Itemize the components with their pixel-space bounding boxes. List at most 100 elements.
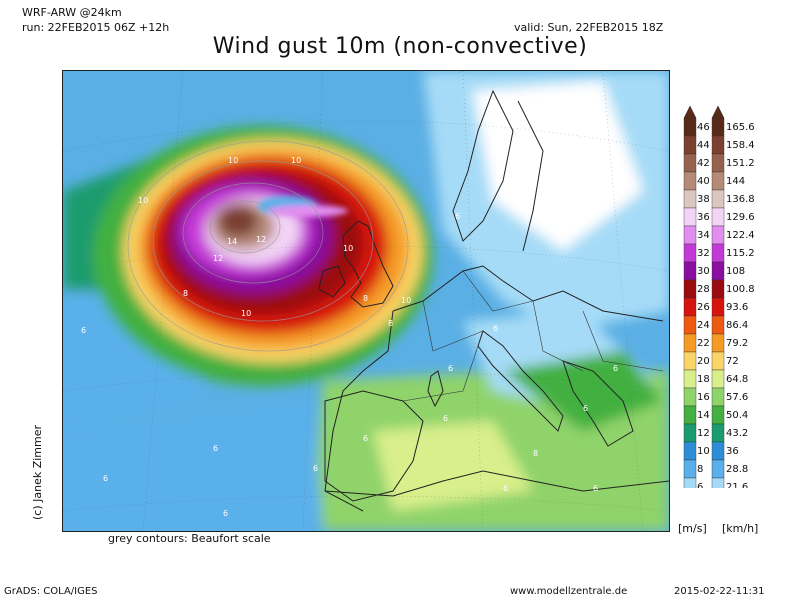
beaufort-label: 6 xyxy=(583,404,588,413)
legend-label-kmh: 115.2 xyxy=(726,248,755,259)
legend-swatch xyxy=(683,225,697,245)
legend-label-ms: 18 xyxy=(697,374,710,385)
legend-label-ms: 32 xyxy=(697,248,710,259)
beaufort-label: 6 xyxy=(573,124,578,133)
legend-swatch xyxy=(683,243,697,263)
legend-label-ms: 46 xyxy=(697,122,710,133)
legend-label-kmh: 122.4 xyxy=(726,230,755,241)
legend-label-kmh: 108 xyxy=(726,266,745,277)
legend-label-kmh: 136.8 xyxy=(726,194,755,205)
legend-label-kmh: 93.6 xyxy=(726,302,748,313)
legend-label-ms: 30 xyxy=(697,266,710,277)
legend-swatch xyxy=(711,387,725,407)
beaufort-label: 12 xyxy=(256,235,266,244)
wind-gust-map: 12 14 12 10 10 10 10 8 6 8 6 6 10 10 8 6… xyxy=(62,70,670,532)
legend-label-ms: 28 xyxy=(697,284,710,295)
graticule xyxy=(63,71,669,531)
legend-label-ms: 10 xyxy=(697,446,710,457)
legend-label-kmh: 100.8 xyxy=(726,284,755,295)
legend-swatch xyxy=(683,315,697,335)
legend-label-ms: 26 xyxy=(697,302,710,313)
beaufort-label: 6 xyxy=(503,484,508,493)
beaufort-label: 8 xyxy=(523,139,528,148)
legend-swatch xyxy=(683,207,697,227)
legend-swatch xyxy=(683,441,697,461)
legend-label-kmh: 28.8 xyxy=(726,464,748,475)
beaufort-label: 8 xyxy=(183,289,188,298)
website-link[interactable]: www.modellzentrale.de xyxy=(510,586,628,597)
run-label: run: 22FEB2015 06Z +12h xyxy=(22,21,170,34)
map-title: Wind gust 10m (non-convective) xyxy=(212,34,588,59)
beaufort-label: 6 xyxy=(103,474,108,483)
legend-label-ms: 14 xyxy=(697,410,710,421)
contour-note: grey contours: Beaufort scale xyxy=(108,532,271,545)
valid-label: valid: Sun, 22FEB2015 18Z xyxy=(514,21,664,34)
map-canvas: 12 14 12 10 10 10 10 8 6 8 6 6 10 10 8 6… xyxy=(63,71,669,531)
legend-label-kmh: 144 xyxy=(726,176,745,187)
legend-swatch xyxy=(683,387,697,407)
legend-swatch xyxy=(711,441,725,461)
beaufort-label: 6 xyxy=(455,212,460,221)
legend-label-kmh: 165.6 xyxy=(726,122,755,133)
beaufort-label: 10 xyxy=(401,296,411,305)
coastlines xyxy=(318,89,669,512)
legend-label-ms: 6 xyxy=(697,482,703,488)
beaufort-label: 6 xyxy=(213,444,218,453)
legend-swatch xyxy=(711,423,725,443)
legend-label-ms: 40 xyxy=(697,176,710,187)
legend-swatch xyxy=(711,477,725,497)
legend-swatch xyxy=(711,153,725,173)
beaufort-label: 10 xyxy=(241,309,251,318)
beaufort-label-group: 12 14 12 10 10 10 10 8 6 8 6 6 10 10 8 6… xyxy=(81,119,618,518)
legend-swatch xyxy=(683,117,697,137)
legend-arrow-top xyxy=(711,105,725,119)
legend-label-kmh: 50.4 xyxy=(726,410,748,421)
legend-label-kmh: 36 xyxy=(726,446,739,457)
beaufort-label: 6 xyxy=(523,119,528,128)
legend-swatch xyxy=(683,333,697,353)
legend-label-ms: 42 xyxy=(697,158,710,169)
beaufort-label: 6 xyxy=(613,364,618,373)
legend-swatch xyxy=(683,369,697,389)
legend-swatch xyxy=(683,279,697,299)
beaufort-label: 8 xyxy=(363,294,368,303)
model-label: WRF-ARW @24km xyxy=(22,6,122,19)
legend-swatch xyxy=(683,405,697,425)
beaufort-contours xyxy=(127,140,409,352)
beaufort-label: 6 xyxy=(443,414,448,423)
legend-label-kmh: 43.2 xyxy=(726,428,748,439)
legend-label-kmh: 129.6 xyxy=(726,212,755,223)
legend-swatch xyxy=(683,423,697,443)
legend-scale: 46 165.6 44 158.4 42 151.2 40 144 38 136.8 36 129.6… xyxy=(683,105,755,507)
color-legend: 46 165.6 44 158.4 42 151.2 40 144 38 136.8 36 129.6… xyxy=(682,105,772,507)
author-credit: (c) Janek Zimmer xyxy=(31,424,44,520)
legend-swatch xyxy=(683,297,697,317)
beaufort-label: 10 xyxy=(138,196,148,205)
legend-label-kmh: 57.6 xyxy=(726,392,748,403)
legend-swatch xyxy=(711,135,725,155)
legend-swatch xyxy=(711,171,725,191)
legend-swatch xyxy=(711,117,725,137)
legend-swatch xyxy=(683,171,697,191)
beaufort-label: 14 xyxy=(227,237,237,246)
legend-label-kmh: 64.8 xyxy=(726,374,748,385)
country-borders xyxy=(402,270,664,402)
legend-label-ms: 44 xyxy=(697,140,710,151)
legend-swatch xyxy=(711,315,725,335)
legend-swatch xyxy=(711,297,725,317)
legend-label-ms: 20 xyxy=(697,356,710,367)
legend-label-kmh: 21.6 xyxy=(726,482,748,488)
beaufort-label: 6 xyxy=(593,484,598,493)
beaufort-label: 6 xyxy=(448,364,453,373)
legend-label-ms: 8 xyxy=(697,464,703,475)
legend-swatch xyxy=(683,135,697,155)
legend-swatch xyxy=(683,261,697,281)
legend-label-ms: 36 xyxy=(697,212,710,223)
legend-swatch xyxy=(711,243,725,263)
gust-field xyxy=(63,71,669,531)
legend-swatch xyxy=(711,279,725,299)
beaufort-label: 6 xyxy=(81,326,86,335)
beaufort-label: 6 xyxy=(313,464,318,473)
beaufort-label: 6 xyxy=(223,509,228,518)
legend-label-kmh: 72 xyxy=(726,356,739,367)
